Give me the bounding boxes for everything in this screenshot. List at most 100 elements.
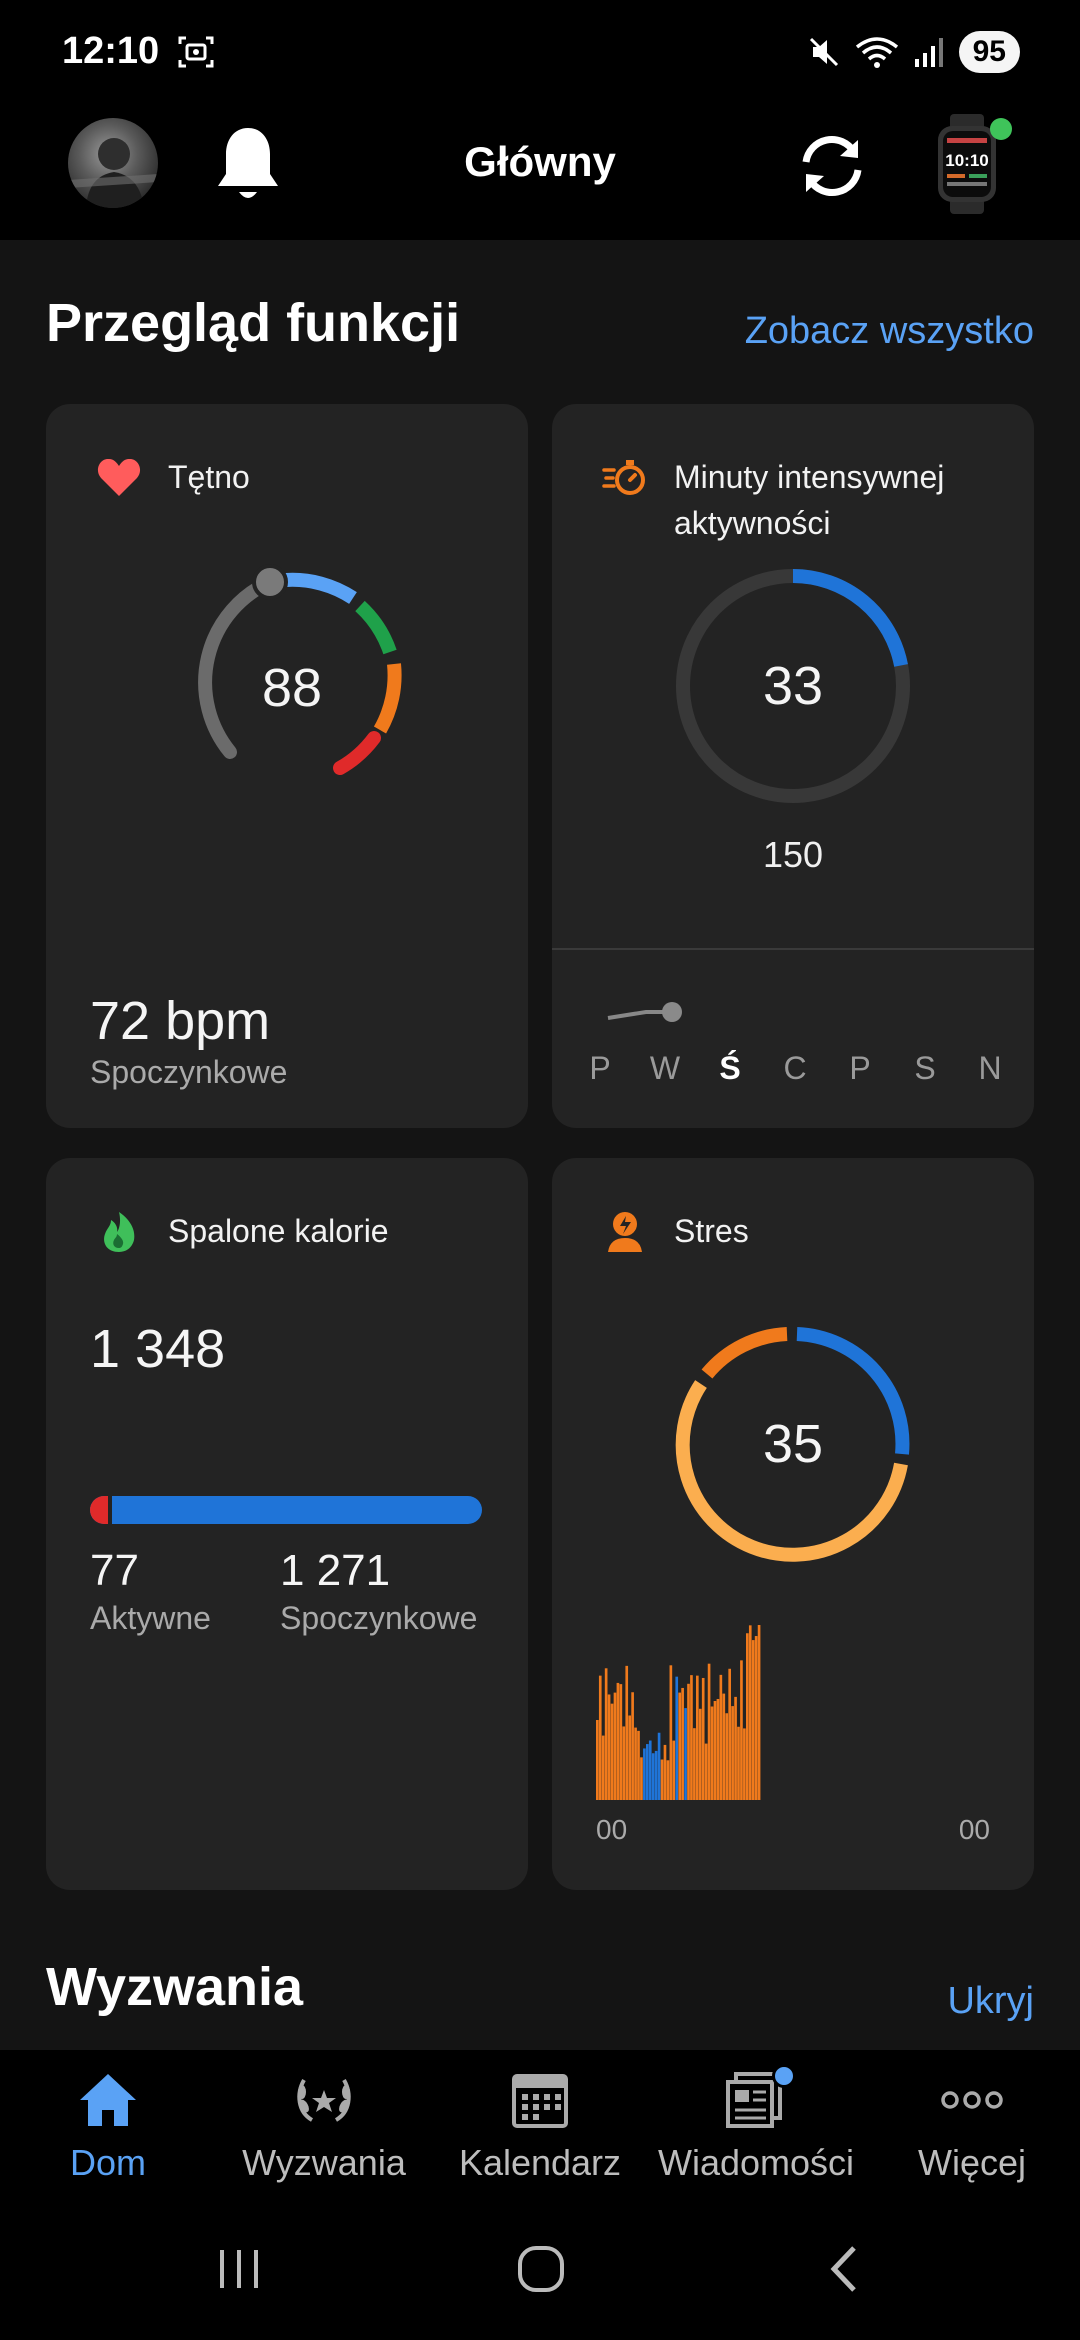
news-badge-dot [772, 2064, 796, 2088]
stress-bar [598, 1675, 602, 1800]
stress-bar [625, 1665, 629, 1800]
svg-text:10:10: 10:10 [945, 151, 988, 170]
stress-bar [710, 1706, 714, 1800]
system-nav-bar [0, 2200, 1080, 2340]
stress-bar [601, 1735, 605, 1800]
stress-bar [707, 1663, 711, 1800]
stress-bar [690, 1675, 693, 1800]
stress-bar [619, 1684, 623, 1800]
stress-bar [728, 1668, 731, 1800]
watch-device-icon[interactable]: 10:10 [936, 114, 998, 214]
weekday-label: N [978, 1050, 1002, 1086]
heart-icon [97, 458, 141, 496]
calories-active-label: Aktywne [90, 1600, 211, 1636]
stress-bar [693, 1728, 696, 1800]
sync-icon[interactable] [792, 126, 872, 206]
stress-bar [722, 1693, 726, 1800]
nav-more[interactable]: Więcej [864, 2070, 1080, 2184]
stress-bar [610, 1703, 614, 1800]
signal-icon [914, 38, 943, 67]
stress-bar [669, 1665, 673, 1800]
nav-challenges[interactable]: Wyzwania [216, 2070, 432, 2184]
intensity-minutes-card[interactable]: Minuty intensywnej aktywności 33 150 P W Ś… [552, 404, 1034, 1128]
stress-bar [725, 1713, 729, 1800]
stress-bar [678, 1692, 681, 1800]
hide-link[interactable]: Ukryj [947, 1980, 1034, 2022]
mute-icon [809, 37, 838, 67]
home-icon [80, 2074, 136, 2126]
stress-bar [743, 1728, 746, 1800]
more-icon [941, 2091, 1003, 2109]
stress-person-icon [608, 1212, 642, 1252]
nav-calendar-label: Kalendarz [458, 2142, 622, 2183]
nav-more-label: Więcej [917, 2142, 1027, 2183]
stress-bar [731, 1706, 734, 1800]
nav-home[interactable]: Dom [0, 2070, 216, 2184]
stress-end-label: 00 [958, 1814, 990, 1845]
weekday-label: W [649, 1050, 681, 1086]
nav-news[interactable]: Wiadomości [648, 2064, 864, 2184]
stress-bar [646, 1744, 649, 1800]
see-all-link[interactable]: Zobacz wszystko [744, 310, 1034, 352]
heart-rate-gauge: 88 [198, 564, 402, 775]
stress-bar [704, 1743, 708, 1800]
nav-news-label: Wiadomości [657, 2142, 855, 2183]
divider [552, 948, 1034, 950]
laurel-icon [297, 2079, 351, 2122]
challenges-title: Wyzwania [46, 1957, 304, 2017]
recents-icon[interactable] [214, 2246, 264, 2292]
stress-bar [622, 1726, 626, 1800]
status-time: 12:10 [62, 30, 160, 72]
stress-bar [604, 1668, 608, 1800]
main-content: Przegląd funkcji Zobacz wszystko Tętno 8… [0, 240, 1080, 2050]
stress-bar [696, 1675, 699, 1800]
gauge-knob [252, 564, 288, 600]
stress-bar [640, 1757, 643, 1800]
stress-ring: 35 [675, 1327, 910, 1562]
calories-total: 1 348 [90, 1319, 226, 1379]
app-header: Główny 10:10 [0, 100, 1080, 240]
stress-bar [681, 1687, 684, 1800]
avatar[interactable] [68, 118, 158, 208]
nav-calendar[interactable]: Kalendarz [432, 2070, 648, 2184]
stress-bar [643, 1748, 646, 1800]
avatar-photo [68, 138, 158, 208]
home-button-icon[interactable] [516, 2244, 566, 2294]
resting-hr-label: Spoczynkowe [90, 1054, 288, 1090]
weekday-label: P [849, 1050, 871, 1086]
calories-resting-value: 1 271 [280, 1546, 391, 1595]
stress-bar [616, 1682, 620, 1800]
stress-bar [757, 1625, 761, 1800]
heart-rate-card[interactable]: Tętno 88 72 bpm Spoczynkowe [46, 404, 528, 1128]
weekday-label: S [914, 1050, 936, 1086]
calories-bar [90, 1496, 482, 1524]
back-icon[interactable] [824, 2244, 864, 2294]
stress-bar [754, 1636, 758, 1800]
calories-title: Spalone kalorie [168, 1213, 389, 1249]
stress-bar [607, 1694, 611, 1800]
stress-bar [698, 1708, 702, 1800]
weekly-trend-line [607, 1002, 682, 1022]
stress-bar [672, 1740, 676, 1800]
intensity-ring: 33 [676, 569, 910, 803]
battery-badge: 95 [958, 31, 1020, 73]
bell-icon[interactable] [214, 124, 282, 204]
weekday-label: P [589, 1050, 611, 1086]
stress-bar [613, 1692, 617, 1800]
intensity-value: 33 [763, 656, 823, 716]
stress-value: 35 [763, 1414, 823, 1474]
news-icon [726, 2072, 782, 2128]
calories-card[interactable]: Spalone kalorie 1 348 77 Aktywne 1 271 S… [46, 1158, 528, 1890]
stress-card[interactable]: Stres 35 00 00 [552, 1158, 1034, 1890]
nav-home-label: Dom [69, 2142, 146, 2183]
intensity-goal: 150 [762, 834, 824, 875]
stress-bar [628, 1715, 631, 1800]
stress-title: Stres [674, 1213, 749, 1249]
page-title: Główny [464, 138, 616, 185]
stress-bar [657, 1732, 661, 1800]
stress-bar [719, 1674, 723, 1800]
calories-active-value: 77 [90, 1546, 139, 1595]
stress-start-label: 00 [596, 1814, 628, 1845]
flame-icon [104, 1212, 135, 1252]
